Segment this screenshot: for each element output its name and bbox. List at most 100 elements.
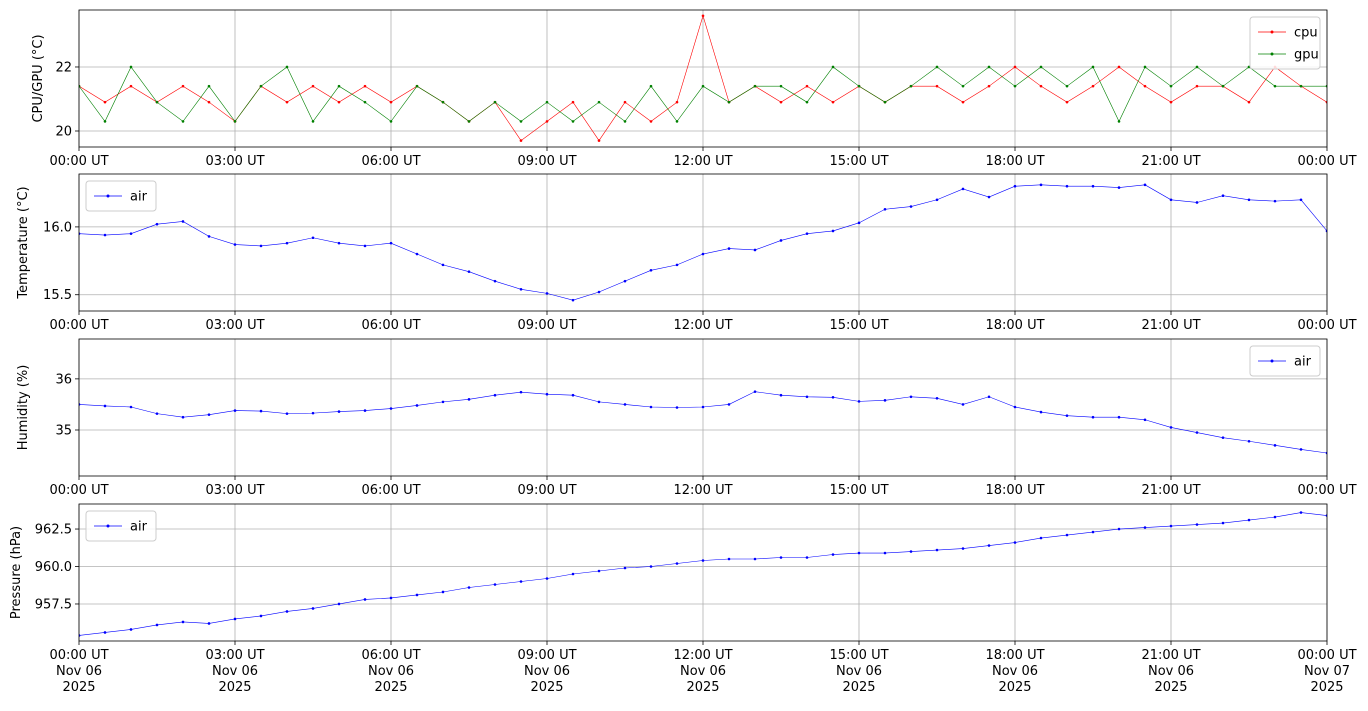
data-point-air (961, 547, 965, 550)
x-tick-date: Nov 06 (212, 664, 258, 679)
x-tick-label: 03:00 UT (205, 318, 264, 333)
data-point-air (467, 270, 471, 273)
data-point-air (1091, 184, 1095, 188)
data-point-gpu (389, 120, 393, 123)
data-point-air (311, 607, 315, 610)
data-point-air (1247, 518, 1251, 522)
data-point-cpu (1143, 84, 1147, 88)
x-tick-date: Nov 06 (992, 664, 1038, 679)
data-point-cpu (1065, 100, 1069, 104)
data-point-cpu (597, 139, 601, 142)
y-tick-label: 36 (55, 372, 72, 387)
data-point-air (701, 559, 705, 562)
legend-box (1249, 16, 1321, 70)
data-point-air (805, 556, 809, 559)
x-tick-label: 00:00 UT (1297, 154, 1356, 169)
data-point-air (233, 617, 237, 621)
data-point-air (441, 400, 445, 404)
data-point-air (987, 195, 991, 199)
data-point-air (519, 580, 523, 583)
data-point-gpu (961, 84, 965, 88)
data-point-air (571, 298, 575, 302)
data-point-gpu (597, 100, 601, 104)
data-point-cpu (649, 120, 653, 123)
y-tick-label: 16.0 (43, 220, 72, 235)
data-point-gpu (311, 120, 315, 123)
data-point-gpu (519, 120, 523, 123)
data-point-air (363, 244, 367, 248)
data-point-air (571, 572, 575, 576)
y-axis-label: Pressure (hPa) (9, 526, 24, 619)
data-point-air (545, 292, 549, 295)
data-point-air (1143, 418, 1147, 422)
data-point-cpu (779, 100, 783, 104)
data-point-gpu (779, 84, 783, 88)
x-tick-label: 06:00 UT (361, 483, 420, 498)
data-point-gpu (1169, 84, 1173, 88)
data-point-air (1013, 405, 1017, 409)
x-tick-label: 00:00 UT (49, 648, 108, 663)
data-point-cpu (103, 100, 107, 104)
data-point-cpu (961, 100, 965, 104)
y-tick-label: 35 (55, 423, 72, 438)
data-point-air (909, 205, 913, 208)
data-point-air (467, 398, 471, 401)
data-point-air (857, 221, 861, 225)
x-tick-year: 2025 (218, 680, 251, 695)
legend-label-gpu: gpu (1294, 48, 1319, 63)
x-tick-label: 12:00 UT (673, 483, 732, 498)
series-group (79, 183, 1327, 302)
data-point-air (1013, 541, 1017, 544)
x-tick-label: 06:00 UT (361, 648, 420, 663)
legend-marker-gpu (1270, 52, 1274, 56)
data-point-gpu (259, 84, 263, 88)
data-point-air (961, 187, 965, 191)
data-point-air (597, 400, 601, 404)
data-point-air (181, 220, 185, 223)
data-point-air (701, 252, 705, 256)
x-tick-label: 12:00 UT (673, 154, 732, 169)
data-point-gpu (285, 65, 289, 69)
subplot-3: 35 36 00:00 UT 03:00 UT 06:00 UT 09:00 UT 12:0… (16, 338, 1357, 498)
data-point-gpu (987, 65, 991, 69)
data-point-air (935, 548, 939, 552)
data-point-air (1169, 426, 1173, 429)
data-point-cpu (623, 100, 627, 104)
data-point-air (675, 562, 679, 565)
data-point-cpu (181, 84, 185, 88)
data-point-cpu (363, 84, 367, 88)
data-point-air (779, 556, 783, 559)
x-tick-year: 2025 (1310, 680, 1343, 695)
data-point-gpu (805, 100, 809, 104)
data-point-air (1247, 198, 1251, 202)
data-point-cpu (935, 84, 939, 88)
data-point-air (155, 412, 159, 415)
data-point-air (1039, 183, 1043, 187)
data-point-air (753, 248, 757, 252)
x-tick-year: 2025 (842, 680, 875, 695)
data-point-cpu (337, 100, 341, 104)
data-point-air (389, 596, 393, 600)
legend-marker-cpu (1270, 30, 1274, 34)
data-point-air (129, 232, 133, 235)
y-tick-label: 20 (55, 124, 72, 139)
x-tick-label: 00:00 UT (1297, 648, 1356, 663)
data-point-air (1299, 448, 1303, 451)
data-point-gpu (1299, 84, 1303, 88)
data-point-cpu (1169, 100, 1173, 104)
data-point-gpu (1065, 84, 1069, 88)
data-point-air (623, 403, 627, 406)
data-point-air (1273, 444, 1277, 447)
x-tick-year: 2025 (686, 680, 719, 695)
legend: air (85, 510, 157, 542)
y-tick-label: 960.0 (35, 560, 72, 575)
x-tick-label: 18:00 UT (985, 318, 1044, 333)
data-point-air (545, 577, 549, 580)
data-point-air (337, 602, 341, 606)
data-point-air (1065, 414, 1069, 417)
data-point-air (961, 403, 965, 406)
data-point-air (181, 620, 185, 624)
data-point-gpu (831, 65, 835, 69)
data-point-gpu (493, 100, 497, 104)
